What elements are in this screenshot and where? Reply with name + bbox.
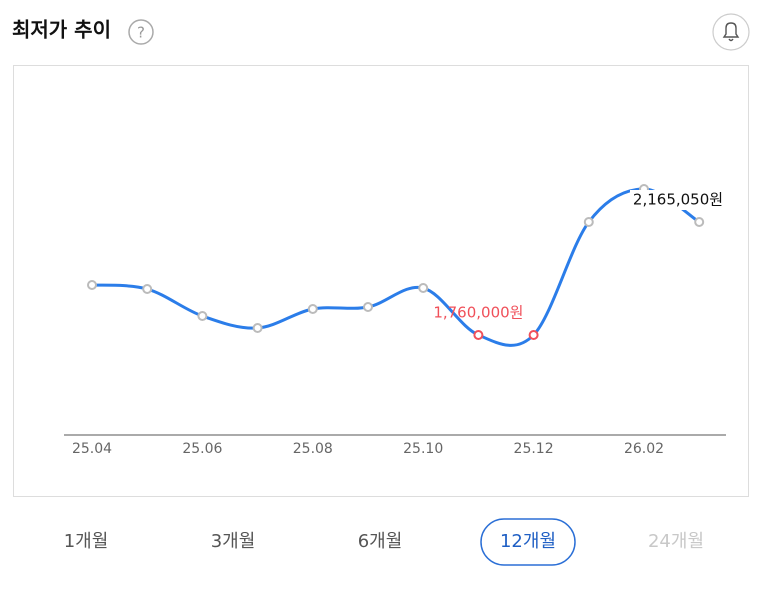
data-point [87,280,97,291]
period-tabs: 1개월 3개월 6개월 12개월 24개월 [64,518,704,566]
period-tab-label: 1개월 [64,531,109,552]
alert-button[interactable] [712,13,750,51]
chart-frame [13,65,749,497]
value-label: 1,760,000원 [433,304,523,322]
x-tick-label: 25.12 [514,441,554,457]
data-point [142,284,153,295]
period-tab-label: 3개월 [211,531,256,552]
title: 최저가 추이 [12,18,111,42]
value-label-bg [630,190,726,210]
period-tab: 24개월 [648,531,704,552]
x-tick-label: 25.08 [293,441,333,457]
bell-icon [722,22,740,42]
data-point [363,301,373,312]
data-point [197,311,208,322]
period-tab-label: 6개월 [358,531,403,552]
chart: 25.04 25.06 25.08 25.10 25.12 26.02 1,760,000원… [72,184,726,457]
data-point [418,282,429,293]
help-icon: ? [137,24,145,42]
value-label: 2,165,050원 [633,191,723,209]
selected-tab-border [480,518,576,566]
period-tab-label: 24개월 [648,531,704,552]
period-tab[interactable]: 3개월 [211,531,256,552]
x-tick-label: 25.10 [403,441,443,457]
x-tick-label: 25.04 [72,441,112,457]
data-point [252,323,263,334]
help-button[interactable]: ? [128,19,154,45]
period-tab-label: 12개월 [500,531,556,552]
data-point [528,330,539,340]
period-tab[interactable]: 12개월 [480,518,576,566]
data-point [307,304,318,315]
alert-circle [712,13,750,51]
help-circle [128,19,154,45]
data-point [694,216,705,227]
data-point [583,216,594,227]
period-tab[interactable]: 1개월 [64,531,109,552]
data-point [473,330,484,340]
period-tab[interactable]: 6개월 [358,531,403,552]
x-tick-label: 26.02 [624,441,664,457]
x-tick-label: 25.06 [182,441,222,457]
